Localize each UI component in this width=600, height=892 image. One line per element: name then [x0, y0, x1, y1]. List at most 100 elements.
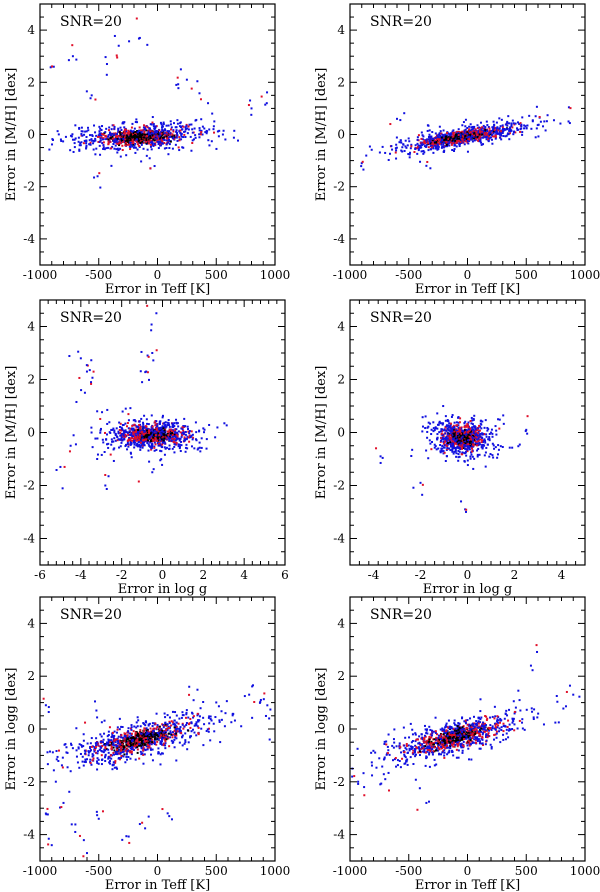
data-point-outlier	[161, 124, 164, 127]
data-point-outlier	[498, 418, 501, 421]
data-point-outlier	[459, 137, 462, 140]
data-point-outlier	[110, 128, 113, 131]
data-point-core	[457, 439, 460, 442]
data-point-outlier	[159, 459, 162, 462]
data-point-mid	[128, 143, 131, 146]
data-point-outlier	[175, 418, 178, 421]
data-point-outlier	[79, 357, 82, 360]
data-point-outlier	[442, 135, 445, 138]
data-point-outlier	[148, 435, 151, 438]
data-point-outlier	[416, 138, 419, 141]
data-point-outlier	[481, 437, 484, 440]
data-point-outlier	[165, 146, 168, 149]
data-point-mid	[466, 431, 469, 434]
data-point-outlier	[85, 364, 88, 367]
data-point-outlier	[152, 132, 155, 135]
data-point-mid	[433, 139, 436, 142]
data-point-outlier	[499, 445, 502, 448]
data-point-outlier	[446, 439, 449, 442]
data-point-outlier	[500, 118, 503, 121]
data-point-outlier	[477, 129, 480, 132]
data-point-outlier	[177, 87, 180, 90]
data-point-outlier	[408, 140, 411, 143]
data-point-outlier	[152, 359, 155, 362]
data-point-core	[445, 143, 448, 146]
x-tick-label: 500	[515, 268, 538, 282]
data-point-outlier	[450, 132, 453, 135]
data-point-mid	[136, 143, 139, 146]
data-point-outlier	[169, 120, 172, 123]
data-point-outlier	[143, 444, 146, 447]
data-point-outlier	[475, 428, 478, 431]
data-point-core	[452, 137, 455, 140]
data-point-mid	[394, 151, 397, 154]
data-point-core	[152, 138, 155, 141]
data-point-mid	[145, 140, 148, 143]
data-point-outlier	[81, 134, 84, 137]
data-point-outlier	[132, 146, 135, 149]
data-point-outlier	[127, 419, 130, 422]
data-point-outlier	[446, 431, 449, 434]
data-point-outlier	[422, 150, 425, 153]
data-point-mid	[132, 141, 135, 144]
data-point-outlier	[99, 429, 102, 432]
data-point-outlier	[142, 423, 145, 426]
data-point-mid	[171, 434, 174, 437]
data-point-core	[449, 441, 452, 444]
data-point-outlier	[80, 132, 83, 135]
data-point-mid	[432, 144, 435, 147]
data-point-outlier	[90, 359, 93, 362]
data-point-mid	[146, 371, 149, 374]
data-point-mid	[475, 444, 478, 447]
data-point-outlier	[468, 447, 471, 450]
data-point-outlier	[153, 165, 156, 168]
data-point-mid	[130, 139, 133, 142]
data-point-outlier	[463, 129, 466, 132]
data-point-core	[153, 139, 156, 142]
data-point-outlier	[521, 133, 524, 136]
data-point-outlier	[512, 122, 515, 125]
data-point-outlier	[467, 446, 470, 449]
data-point-outlier	[467, 421, 470, 424]
data-point-outlier	[394, 147, 397, 150]
data-point-core	[459, 439, 462, 442]
data-point-outlier	[134, 121, 137, 124]
data-point-core	[468, 442, 471, 445]
data-point-mid	[135, 17, 138, 20]
data-point-mid	[455, 424, 458, 427]
data-point-core	[118, 130, 121, 133]
data-point-mid	[213, 131, 216, 134]
data-point-outlier	[508, 138, 511, 141]
data-point-core	[151, 134, 154, 137]
data-point-outlier	[526, 432, 529, 435]
data-point-outlier	[424, 427, 427, 430]
data-point-mid	[190, 87, 193, 90]
data-point-mid	[488, 129, 491, 132]
data-point-outlier	[416, 142, 419, 145]
data-point-outlier	[432, 421, 435, 424]
data-point-outlier	[438, 421, 441, 424]
data-point-mid	[127, 434, 130, 437]
data-point-mid	[71, 44, 74, 47]
data-point-outlier	[417, 149, 420, 152]
data-point-outlier	[441, 447, 444, 450]
data-point-mid	[458, 421, 461, 424]
data-point-outlier	[187, 428, 190, 431]
data-point-mid	[438, 138, 441, 141]
data-point-outlier	[144, 126, 147, 129]
data-point-mid	[464, 430, 467, 433]
data-point-outlier	[449, 134, 452, 137]
data-point-outlier	[145, 154, 148, 157]
data-point-core	[454, 139, 457, 142]
data-point-outlier	[469, 455, 472, 458]
data-point-outlier	[464, 118, 467, 121]
data-point-outlier	[56, 130, 59, 133]
data-point-outlier	[165, 425, 168, 428]
data-point-outlier	[457, 424, 460, 427]
data-point-outlier	[466, 459, 469, 462]
data-point-outlier	[492, 132, 495, 135]
data-point-outlier	[443, 149, 446, 152]
data-point-outlier	[449, 430, 452, 433]
data-point-outlier	[120, 432, 123, 435]
data-point-outlier	[477, 447, 480, 450]
